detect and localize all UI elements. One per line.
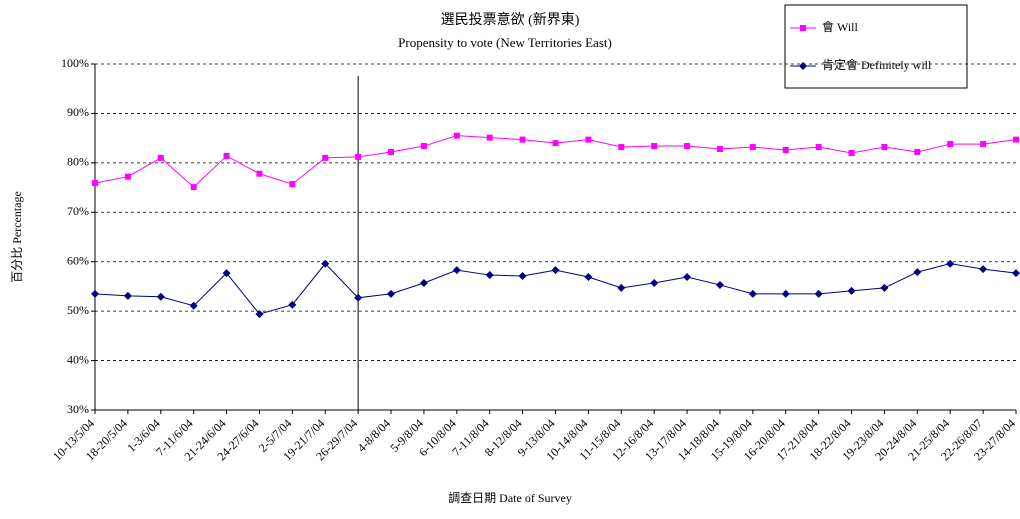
point — [222, 269, 231, 278]
point — [1012, 269, 1020, 278]
point — [617, 283, 626, 292]
point — [618, 144, 625, 151]
y-tick-label: 100% — [61, 56, 89, 70]
point — [256, 170, 263, 177]
point — [519, 136, 526, 143]
point — [354, 293, 363, 302]
point — [716, 146, 723, 153]
point — [91, 289, 99, 298]
point — [452, 266, 461, 275]
point — [947, 141, 954, 148]
point — [584, 273, 593, 282]
legend-marker — [800, 25, 806, 31]
point — [223, 152, 230, 159]
point — [650, 278, 659, 287]
y-tick-label: 40% — [67, 352, 89, 366]
chart-title: 選民投票意欲 (新界東) — [441, 11, 580, 28]
point — [355, 153, 362, 160]
point — [387, 289, 396, 298]
y-tick-label: 30% — [67, 402, 89, 416]
point — [190, 184, 197, 191]
point — [255, 310, 264, 319]
legend-marker — [799, 62, 807, 70]
y-tick-label: 50% — [67, 303, 89, 317]
point — [92, 180, 98, 187]
legend-box — [784, 4, 968, 89]
point — [289, 181, 296, 188]
point — [684, 143, 691, 150]
point — [485, 271, 494, 280]
point — [814, 289, 823, 298]
point — [651, 143, 658, 150]
legend-label: 會 Will — [822, 20, 859, 34]
point — [123, 291, 132, 300]
point — [551, 266, 560, 275]
x-axis-title: 調查日期 Date of Survey — [448, 491, 572, 505]
point — [288, 300, 297, 309]
y-axis-title: 百分比 Percentage — [10, 191, 24, 283]
point — [683, 273, 692, 282]
point — [848, 149, 855, 156]
point — [453, 132, 460, 139]
point — [420, 143, 427, 150]
point — [157, 154, 164, 161]
point — [124, 173, 131, 180]
point — [980, 141, 987, 148]
point — [782, 147, 789, 154]
point — [518, 272, 527, 281]
point — [419, 278, 428, 287]
point — [388, 148, 395, 155]
point — [914, 148, 921, 155]
chart-subtitle: Propensity to vote (New Territories East… — [398, 35, 612, 50]
point — [321, 259, 330, 268]
point — [156, 292, 165, 301]
point — [1013, 136, 1019, 143]
point — [486, 134, 493, 141]
point — [881, 144, 888, 151]
point — [913, 268, 922, 277]
point — [749, 144, 756, 151]
point — [552, 140, 559, 147]
y-tick-label: 60% — [67, 253, 89, 267]
point — [815, 144, 822, 151]
point — [585, 136, 592, 143]
point — [847, 286, 856, 295]
point — [189, 301, 198, 310]
point — [880, 283, 889, 292]
y-tick-label: 90% — [67, 105, 89, 119]
y-tick-label: 70% — [67, 204, 89, 218]
point — [715, 280, 724, 289]
point — [979, 265, 988, 274]
point — [781, 289, 790, 298]
x-tick-label: 4-8/8/04 — [354, 416, 393, 455]
point — [748, 289, 757, 298]
y-tick-label: 80% — [67, 155, 89, 169]
point — [322, 154, 329, 161]
legend-label: 肯定會 Definitely will — [822, 57, 932, 72]
point — [946, 259, 955, 268]
